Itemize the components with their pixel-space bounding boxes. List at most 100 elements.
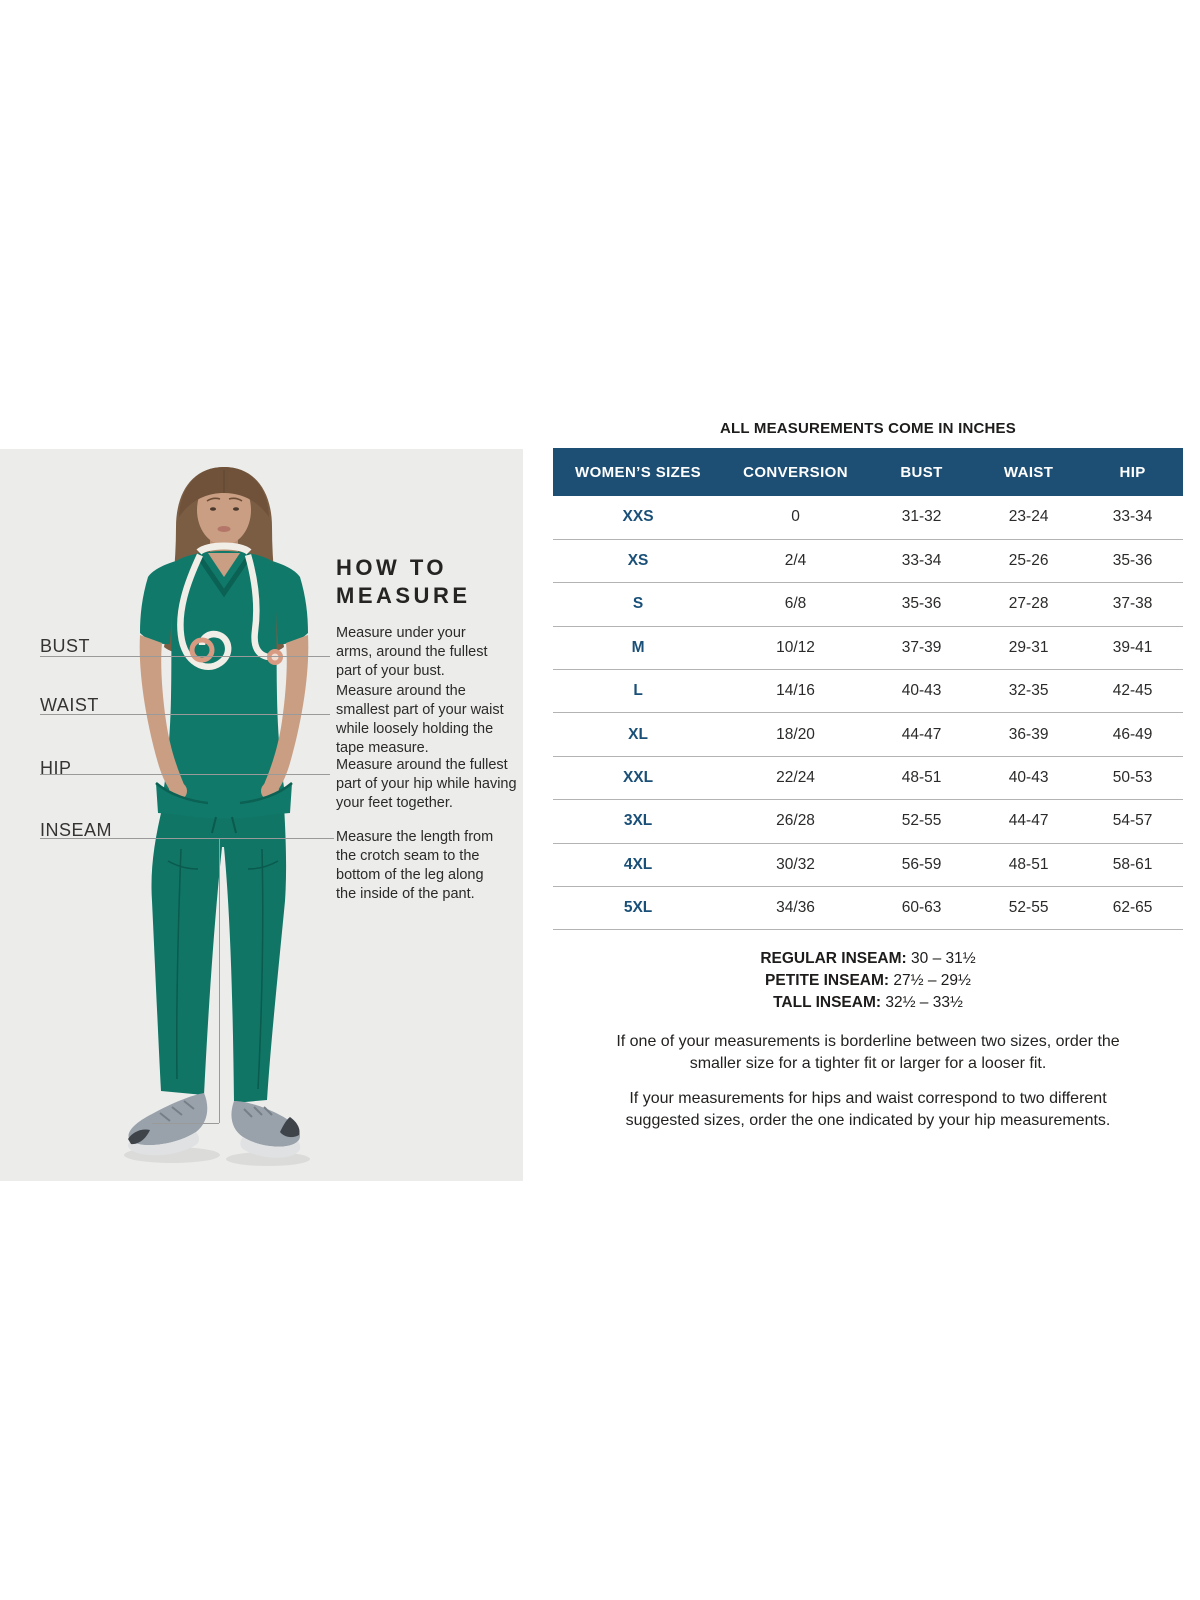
tall-inseam: TALL INSEAM: 32½ – 33½ <box>553 992 1183 1014</box>
left-shoe-toe <box>128 1129 150 1145</box>
waist-measure-line <box>40 714 330 715</box>
bust-label: BUST <box>40 636 91 656</box>
waist-cell: 40-43 <box>1008 769 1049 787</box>
hip-cell: 54-57 <box>1112 812 1153 830</box>
bust-cell: 56-59 <box>901 855 942 873</box>
size-cell: 5XL <box>623 899 653 917</box>
waist-cell: 48-51 <box>1008 855 1049 873</box>
table-row-4xl: 4XL 30/32 56-59 48-51 58-61 <box>553 843 1183 887</box>
conversion-cell: 18/20 <box>776 725 815 743</box>
pants-seam-left <box>175 848 182 1080</box>
conversion-cell: 6/8 <box>784 595 807 613</box>
hip-cell: 35-36 <box>1112 552 1153 570</box>
inseam-instruction: Measure the length from the crotch seam … <box>336 829 494 902</box>
hip-cell: 58-61 <box>1112 855 1153 873</box>
stethoscope-tube-right <box>244 554 269 661</box>
table-title: ALL MEASUREMENTS COME IN INCHES <box>720 420 1016 437</box>
size-table-section: ALL MEASUREMENTS COME IN INCHES WOMEN’S … <box>553 420 1183 1132</box>
column-header-0: WOMEN’S SIZES <box>553 448 724 496</box>
stethoscope-diaphragm-center <box>271 653 279 661</box>
tall-inseam-value: 32½ – 33½ <box>885 994 963 1012</box>
drawstring <box>211 816 237 834</box>
right-pocket <box>240 783 292 817</box>
bust-instruction: Measure under your arms, around the full… <box>336 625 488 679</box>
bust-cell: 31-32 <box>901 508 942 526</box>
size-cell: XL <box>628 725 648 743</box>
column-header-1: CONVERSION <box>723 448 868 496</box>
inseam-label: INSEAM <box>40 820 113 840</box>
waist-cell: 32-35 <box>1008 682 1049 700</box>
stethoscope-tube-loop <box>177 553 232 670</box>
table-row-xxl: XXL 22/24 48-51 40-43 50-53 <box>553 756 1183 800</box>
hip-cell: 33-34 <box>1112 508 1153 526</box>
table-row-s: S 6/8 35-36 27-28 37-38 <box>553 583 1183 627</box>
scrub-pants <box>151 805 287 1103</box>
left-sleeve <box>140 561 176 645</box>
size-cell: XXS <box>622 508 654 526</box>
regular-inseam-value: 30 – 31½ <box>911 950 976 968</box>
petite-inseam: PETITE INSEAM: 27½ – 29½ <box>553 970 1183 992</box>
how-to-measure-heading: HOW TO MEASURE <box>336 555 471 608</box>
petite-inseam-value: 27½ – 29½ <box>893 972 971 990</box>
size-cell: XXL <box>622 769 654 787</box>
left-shoe-sole <box>128 1132 200 1156</box>
waist-cell: 36-39 <box>1008 725 1049 743</box>
sizing-note-borderline: If one of your measurements is borderlin… <box>616 1033 1120 1073</box>
table-row-xxs: XXS 0 31-32 23-24 33-34 <box>553 496 1183 540</box>
waist-cell: 29-31 <box>1008 638 1049 656</box>
waist-instruction: Measure around the smallest part of your… <box>336 683 504 756</box>
right-shoe-sole <box>240 1137 301 1158</box>
inseam-measure-line <box>40 838 334 839</box>
left-eye <box>210 507 216 511</box>
right-arm <box>262 635 309 795</box>
model-photo-panel <box>0 449 523 1181</box>
hip-cell: 39-41 <box>1112 638 1153 656</box>
vneck-skin <box>208 553 240 577</box>
bust-cell: 37-39 <box>901 638 942 656</box>
vneck-trim <box>195 553 253 598</box>
tall-inseam-label: TALL INSEAM: <box>773 994 882 1012</box>
bust-cell: 44-47 <box>901 725 942 743</box>
bust-cell: 33-34 <box>901 552 942 570</box>
waist-cell: 27-28 <box>1008 595 1049 613</box>
size-cell: XS <box>627 552 649 570</box>
right-shoe-toe <box>280 1117 300 1138</box>
right-shoe-laces <box>243 1106 273 1118</box>
pocket-seams <box>155 782 293 805</box>
table-header: WOMEN’S SIZES CONVERSION BUST WAIST HIP <box>553 448 1183 496</box>
hip-cell: 42-45 <box>1112 682 1153 700</box>
pants-pocket-seams <box>167 860 279 870</box>
conversion-cell: 14/16 <box>776 682 815 700</box>
conversion-cell: 26/28 <box>776 812 815 830</box>
inseam-bottom-line <box>152 1123 219 1124</box>
inseam-info: REGULAR INSEAM: 30 – 31½ PETITE INSEAM: … <box>553 948 1183 1014</box>
waist-cell: 25-26 <box>1008 552 1049 570</box>
stethoscope-chestpiece <box>189 637 215 663</box>
size-cell: L <box>633 682 643 700</box>
size-cell: S <box>632 595 644 613</box>
bust-measure-line <box>40 656 330 657</box>
size-cell: 3XL <box>623 812 653 830</box>
conversion-cell: 2/4 <box>784 552 807 570</box>
bust-cell: 60-63 <box>901 899 942 917</box>
table-row-l: L 14/16 40-43 32-35 42-45 <box>553 670 1183 713</box>
column-header-3: WAIST <box>975 448 1083 496</box>
table-row-5xl: 5XL 34/36 60-63 52-55 62-65 <box>553 887 1183 930</box>
waist-label: WAIST <box>40 695 99 715</box>
conversion-cell: 0 <box>791 508 800 526</box>
regular-inseam: REGULAR INSEAM: 30 – 31½ <box>553 948 1183 970</box>
hip-cell: 50-53 <box>1112 769 1153 787</box>
hip-label: HIP <box>40 758 72 778</box>
waist-cell: 44-47 <box>1008 812 1049 830</box>
left-eyebrow <box>206 497 221 502</box>
table-row-xs: XS 2/4 33-34 25-26 35-36 <box>553 539 1183 583</box>
lips <box>217 526 231 532</box>
stethoscope-neckband <box>196 542 252 555</box>
model-illustration <box>124 467 310 1166</box>
table-row-m: M 10/12 37-39 29-31 39-41 <box>553 626 1183 670</box>
conversion-cell: 22/24 <box>776 769 815 787</box>
bust-cell: 48-51 <box>901 769 942 787</box>
size-cell: 4XL <box>623 855 653 873</box>
regular-inseam-label: REGULAR INSEAM: <box>760 950 907 968</box>
